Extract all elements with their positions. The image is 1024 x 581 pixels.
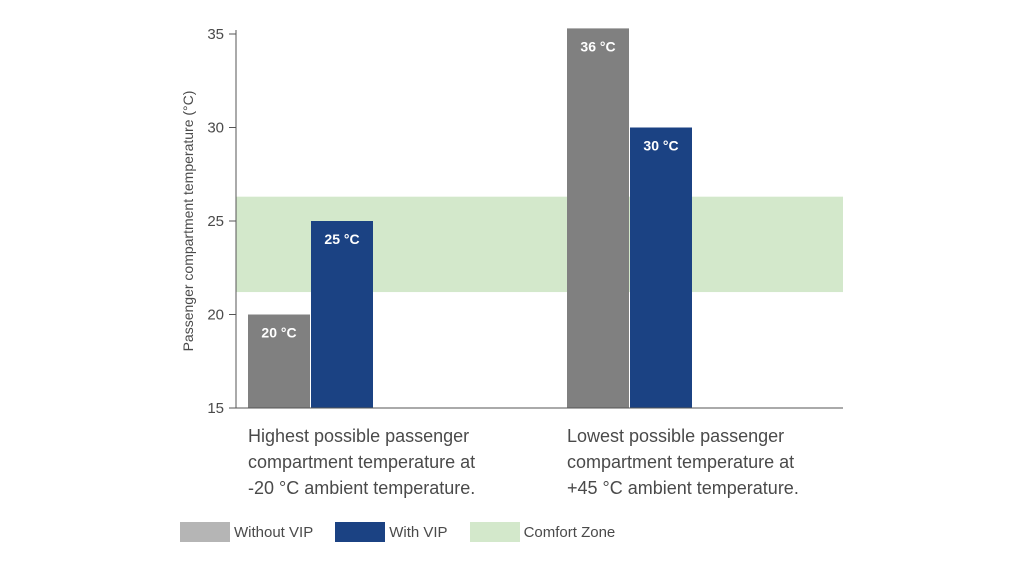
bar-without-vip-2 [567, 28, 629, 408]
category-label-line: Lowest possible passenger [567, 426, 784, 446]
legend-label-comfort-zone: Comfort Zone [523, 523, 616, 541]
category-label-line: compartment temperature at [567, 452, 794, 472]
bar-with-vip-2 [630, 127, 692, 408]
y-tick-label: 35 [207, 26, 224, 43]
legend-swatch-without-vip [180, 522, 230, 542]
category-label-2: Lowest possible passenger compartment tem… [567, 426, 799, 498]
category-label-line: -20 °C ambient temperature. [248, 478, 475, 498]
legend-item-without-vip: Without VIP [180, 522, 313, 542]
legend-swatch-comfort-zone [469, 522, 520, 542]
y-tick-label: 20 [207, 307, 224, 324]
y-tick-label: 30 [207, 120, 224, 137]
category-label-1: Highest possible passenger compartment te… [248, 426, 475, 498]
category-label-line: +45 °C ambient temperature. [567, 478, 799, 498]
data-label: 30 °C [643, 138, 678, 154]
bar-with-vip-1 [311, 221, 373, 408]
legend: Without VIP With VIP Comfort Zone [180, 522, 637, 542]
data-label: 36 °C [580, 38, 615, 54]
category-label-line: compartment temperature at [248, 452, 475, 472]
y-tick-label: 25 [207, 213, 224, 230]
data-label: 20 °C [261, 325, 296, 341]
legend-label-without-vip: Without VIP [234, 523, 314, 541]
category-label-line: Highest possible passenger [248, 426, 469, 446]
data-label: 25 °C [324, 231, 359, 247]
bar-without-vip-1 [248, 314, 310, 408]
legend-swatch-with-vip [335, 522, 386, 542]
legend-label-with-vip: With VIP [389, 523, 448, 541]
legend-item-comfort-zone: Comfort Zone [469, 522, 616, 542]
y-axis-title: Passenger compartment temperature (°C) [180, 91, 196, 352]
y-tick-label: 15 [207, 400, 224, 417]
legend-item-with-vip: With VIP [335, 522, 448, 542]
